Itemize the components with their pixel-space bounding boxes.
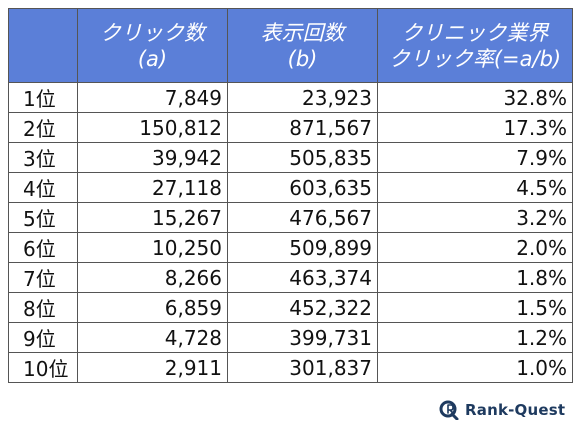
impressions-cell: 505,835 (227, 142, 378, 173)
impressions-cell: 23,923 (227, 82, 378, 113)
clicks-cell: 10,250 (77, 232, 228, 263)
table-row: 7位 8,266 463,374 1.8% (8, 262, 573, 293)
clicks-cell: 27,118 (77, 172, 228, 203)
header-clicks-sub: (a) (137, 46, 168, 71)
table-row: 10位 2,911 301,837 1.0% (8, 352, 573, 383)
impressions-cell: 463,374 (227, 262, 378, 293)
logo-text: Rank-Quest (465, 401, 566, 419)
ctr-cell: 1.5% (377, 292, 573, 323)
impressions-cell: 871,567 (227, 112, 378, 143)
header-impressions-sub: (b) (287, 46, 318, 71)
header-impressions: 表示回数 (b) (227, 8, 378, 83)
clicks-cell: 7,849 (77, 82, 228, 113)
ctr-cell: 1.8% (377, 262, 573, 293)
impressions-cell: 452,322 (227, 292, 378, 323)
rank-cell: 1位 (8, 82, 78, 113)
clicks-cell: 8,266 (77, 262, 228, 293)
rank-cell: 4位 (8, 172, 78, 203)
ctr-cell: 2.0% (377, 232, 573, 263)
rank-cell: 5位 (8, 202, 78, 233)
table-row: 8位 6,859 452,322 1.5% (8, 292, 573, 323)
ctr-cell: 1.2% (377, 322, 573, 353)
rank-cell: 9位 (8, 322, 78, 353)
table-header: クリック数 (a) 表示回数 (b) クリニック業界 クリック率(=a/b) (8, 8, 573, 83)
header-ctr: クリニック業界 クリック率(=a/b) (377, 8, 573, 83)
ctr-cell: 4.5% (377, 172, 573, 203)
header-row: クリック数 (a) 表示回数 (b) クリニック業界 クリック率(=a/b) (8, 8, 573, 83)
ctr-table: クリック数 (a) 表示回数 (b) クリニック業界 クリック率(=a/b) 1… (8, 8, 573, 383)
ctr-cell: 7.9% (377, 142, 573, 173)
impressions-cell: 603,635 (227, 172, 378, 203)
header-ctr-sub: クリック率(=a/b) (388, 46, 562, 71)
rank-cell: 8位 (8, 292, 78, 323)
rank-quest-logo: Rank-Quest (439, 400, 565, 420)
header-ctr-label: クリニック業界 (401, 20, 549, 45)
clicks-cell: 4,728 (77, 322, 228, 353)
clicks-cell: 6,859 (77, 292, 228, 323)
header-clicks: クリック数 (a) (77, 8, 228, 83)
ctr-cell: 3.2% (377, 202, 573, 233)
rank-cell: 10位 (8, 352, 78, 383)
impressions-cell: 399,731 (227, 322, 378, 353)
table-row: 3位 39,942 505,835 7.9% (8, 142, 573, 173)
table-row: 2位 150,812 871,567 17.3% (8, 112, 573, 143)
table-row: 1位 7,849 23,923 32.8% (8, 82, 573, 113)
rank-cell: 2位 (8, 112, 78, 143)
rank-cell: 3位 (8, 142, 78, 173)
table-row: 6位 10,250 509,899 2.0% (8, 232, 573, 263)
rank-cell: 7位 (8, 262, 78, 293)
clicks-cell: 2,911 (77, 352, 228, 383)
ctr-cell: 32.8% (377, 82, 573, 113)
table-row: 5位 15,267 476,567 3.2% (8, 202, 573, 233)
table-body: 1位 7,849 23,923 32.8% 2位 150,812 871,567… (8, 82, 573, 383)
clicks-cell: 150,812 (77, 112, 228, 143)
impressions-cell: 509,899 (227, 232, 378, 263)
clicks-cell: 15,267 (77, 202, 228, 233)
table-row: 9位 4,728 399,731 1.2% (8, 322, 573, 353)
rank-cell: 6位 (8, 232, 78, 263)
header-rank (8, 8, 78, 83)
table-row: 4位 27,118 603,635 4.5% (8, 172, 573, 203)
impressions-cell: 476,567 (227, 202, 378, 233)
header-impressions-label: 表示回数 (260, 20, 345, 45)
clicks-cell: 39,942 (77, 142, 228, 173)
impressions-cell: 301,837 (227, 352, 378, 383)
ctr-cell: 17.3% (377, 112, 573, 143)
ctr-cell: 1.0% (377, 352, 573, 383)
rank-quest-logo-icon (439, 400, 459, 420)
header-clicks-label: クリック数 (100, 20, 205, 45)
